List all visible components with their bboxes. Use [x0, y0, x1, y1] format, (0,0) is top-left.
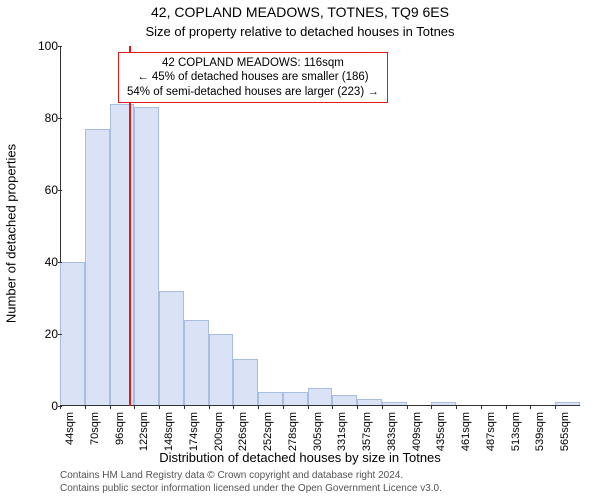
histogram-bar: [382, 402, 407, 406]
x-tick-mark: [530, 406, 531, 409]
x-tick-label: 357sqm: [361, 412, 373, 462]
x-tick-mark: [233, 406, 234, 409]
histogram-bar: [60, 262, 85, 406]
infobox-line1: 42 COPLAND MEADOWS: 116sqm: [127, 56, 379, 70]
histogram-bar: [233, 359, 258, 406]
x-tick-mark: [357, 406, 358, 409]
y-tick-label: 0: [30, 399, 58, 413]
x-tick-label: 200sqm: [213, 412, 225, 462]
x-tick-label: 44sqm: [64, 412, 76, 462]
x-tick-mark: [159, 406, 160, 409]
x-tick-label: 461sqm: [460, 412, 472, 462]
y-tick-mark: [58, 262, 62, 263]
y-axis-label: Number of detached properties: [4, 109, 19, 359]
infobox-line2: ← 45% of detached houses are smaller (18…: [127, 70, 379, 84]
histogram-bar: [308, 388, 333, 406]
histogram-bar: [357, 399, 382, 406]
x-tick-label: 252sqm: [262, 412, 274, 462]
y-tick-label: 40: [30, 255, 58, 269]
y-tick-label: 60: [30, 183, 58, 197]
x-tick-mark: [506, 406, 507, 409]
histogram-bar: [209, 334, 234, 406]
x-tick-label: 174sqm: [188, 412, 200, 462]
histogram-bar: [134, 107, 159, 406]
footer-line1: Contains HM Land Registry data © Crown c…: [60, 470, 403, 481]
x-tick-mark: [308, 406, 309, 409]
y-tick-label: 80: [30, 111, 58, 125]
y-tick-mark: [58, 118, 62, 119]
x-tick-mark: [134, 406, 135, 409]
y-tick-mark: [58, 190, 62, 191]
histogram-bar: [184, 320, 209, 406]
infobox: 42 COPLAND MEADOWS: 116sqm ← 45% of deta…: [118, 52, 388, 103]
x-tick-label: 70sqm: [89, 412, 101, 462]
x-tick-mark: [456, 406, 457, 409]
x-tick-label: 383sqm: [386, 412, 398, 462]
histogram-bar: [159, 291, 184, 406]
x-tick-mark: [184, 406, 185, 409]
histogram-bar: [555, 402, 580, 406]
x-tick-label: 226sqm: [237, 412, 249, 462]
x-tick-mark: [382, 406, 383, 409]
infobox-line3: 54% of semi-detached houses are larger (…: [127, 85, 379, 99]
footer-line2: Contains public sector information licen…: [60, 483, 442, 494]
x-tick-mark: [283, 406, 284, 409]
x-tick-label: 331sqm: [336, 412, 348, 462]
x-tick-label: 539sqm: [534, 412, 546, 462]
y-tick-mark: [58, 334, 62, 335]
y-tick-label: 20: [30, 327, 58, 341]
x-tick-label: 122sqm: [138, 412, 150, 462]
x-tick-label: 305sqm: [312, 412, 324, 462]
x-tick-label: 435sqm: [435, 412, 447, 462]
y-axis-ticks: 020406080100: [30, 46, 58, 406]
x-tick-mark: [555, 406, 556, 409]
x-axis-ticks: 44sqm 70sqm 96sqm 122sqm 148sqm 174sqm 200sqm 2…: [60, 406, 580, 466]
x-tick-mark: [258, 406, 259, 409]
x-tick-mark: [431, 406, 432, 409]
x-tick-label: 565sqm: [559, 412, 571, 462]
x-tick-label: 148sqm: [163, 412, 175, 462]
histogram-bar: [258, 392, 283, 406]
y-tick-mark: [58, 46, 62, 47]
x-tick-mark: [481, 406, 482, 409]
x-tick-mark: [332, 406, 333, 409]
x-tick-mark: [110, 406, 111, 409]
page-subtitle: Size of property relative to detached ho…: [0, 24, 600, 39]
histogram-bar: [332, 395, 357, 406]
x-tick-label: 409sqm: [411, 412, 423, 462]
y-tick-label: 100: [30, 39, 58, 53]
histogram-bar: [431, 402, 456, 406]
x-tick-label: 487sqm: [485, 412, 497, 462]
x-tick-mark: [407, 406, 408, 409]
x-tick-mark: [85, 406, 86, 409]
page-title: 42, COPLAND MEADOWS, TOTNES, TQ9 6ES: [0, 4, 600, 20]
x-tick-label: 96sqm: [114, 412, 126, 462]
x-tick-label: 513sqm: [510, 412, 522, 462]
y-tick-mark: [58, 406, 62, 407]
chart-container: 42, COPLAND MEADOWS, TOTNES, TQ9 6ES Siz…: [0, 0, 600, 500]
histogram-bar: [85, 129, 110, 406]
histogram-bar: [283, 392, 308, 406]
x-tick-mark: [209, 406, 210, 409]
x-tick-label: 278sqm: [287, 412, 299, 462]
